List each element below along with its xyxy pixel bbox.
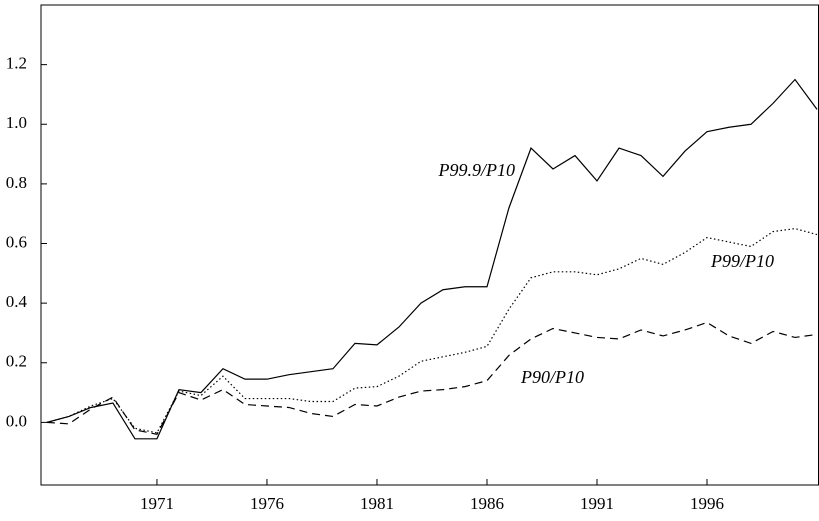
series-label: P99/P10	[710, 251, 774, 271]
series-label: P99.9/P10	[438, 160, 516, 180]
y-tick-label: 0.8	[6, 173, 27, 192]
x-tick-label: 1981	[360, 494, 394, 513]
y-tick-label: 1.0	[6, 113, 27, 132]
y-tick-label: 0.0	[6, 411, 27, 430]
y-tick-label: 0.2	[6, 352, 27, 371]
y-tick-label: 1.2	[6, 54, 27, 73]
y-tick-label: 0.6	[6, 232, 27, 251]
series-line	[46, 321, 818, 435]
x-tick-label: 1991	[580, 494, 614, 513]
plot-frame	[40, 4, 819, 486]
x-tick-label: 1986	[470, 494, 504, 513]
series-line	[46, 78, 818, 440]
x-tick-label: 1976	[250, 494, 284, 513]
y-tick-label: 0.4	[6, 292, 28, 311]
series-line	[46, 227, 818, 434]
x-tick-label: 1996	[690, 494, 724, 513]
x-tick-label: 1971	[140, 494, 174, 513]
series-label: P90/P10	[520, 367, 584, 387]
